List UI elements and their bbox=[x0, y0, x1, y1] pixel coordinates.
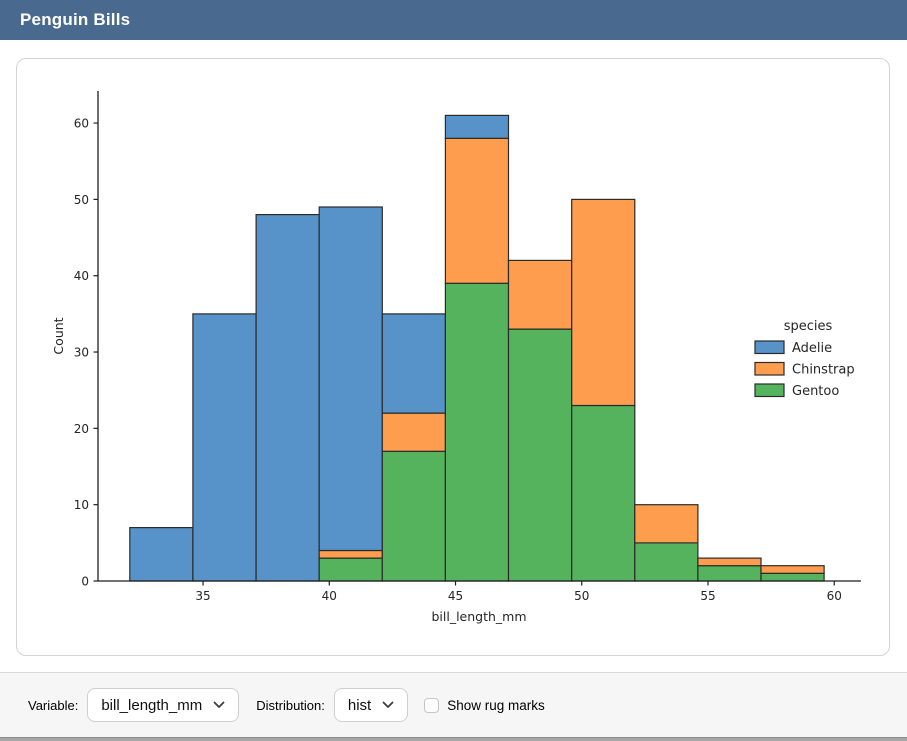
legend-swatch-adelie bbox=[754, 340, 785, 355]
histogram-bar-gentoo bbox=[697, 565, 762, 582]
histogram-bar-adelie bbox=[318, 206, 383, 552]
histogram-bar-gentoo bbox=[634, 542, 699, 582]
histogram-bar-gentoo bbox=[444, 282, 510, 582]
legend-swatch-chinstrap bbox=[754, 361, 785, 376]
y-tick-label: 20 bbox=[74, 422, 89, 436]
distribution-select-value: hist bbox=[347, 696, 372, 714]
y-tick-label: 0 bbox=[81, 575, 89, 589]
legend-label-adelie: Adelie bbox=[792, 341, 832, 356]
x-tick-label: 55 bbox=[700, 589, 715, 603]
distribution-label: Distribution: bbox=[256, 697, 325, 713]
histogram-bar-adelie bbox=[255, 214, 320, 582]
x-tick-label: 60 bbox=[827, 589, 842, 603]
histogram-bar-adelie bbox=[129, 527, 194, 582]
histogram-bar-adelie bbox=[192, 313, 257, 582]
histogram-bar-chinstrap bbox=[507, 259, 573, 330]
x-tick-label: 50 bbox=[574, 589, 589, 603]
histogram-bar-chinstrap bbox=[444, 137, 510, 284]
histogram-bar-chinstrap bbox=[318, 549, 383, 559]
y-tick-label: 50 bbox=[74, 193, 89, 207]
histogram-bar-gentoo bbox=[760, 572, 825, 582]
histogram-bar-chinstrap bbox=[697, 557, 762, 567]
y-tick-label: 60 bbox=[74, 117, 89, 131]
variable-select[interactable]: bill_length_mm bbox=[87, 688, 240, 722]
footer-toolbar: Variable: bill_length_mm Distribution: h… bbox=[0, 672, 907, 737]
x-tick-label: 35 bbox=[195, 589, 210, 603]
chevron-down-icon bbox=[213, 701, 225, 709]
y-tick-label: 40 bbox=[74, 269, 89, 283]
histogram-bar-adelie bbox=[444, 114, 510, 139]
legend-label-chinstrap: Chinstrap bbox=[792, 363, 855, 378]
rug-checkbox-label[interactable]: Show rug marks bbox=[447, 697, 545, 713]
window-bottom-edge bbox=[0, 737, 907, 741]
legend-title: species bbox=[784, 319, 833, 334]
x-axis-label: bill_length_mm bbox=[431, 609, 526, 624]
y-tick-label: 10 bbox=[74, 498, 89, 512]
chart-card: 35 40 45 50 55 60 0 10 20 30 40 50 60 bill_length_mm C… bbox=[16, 58, 890, 656]
page-title: Penguin Bills bbox=[20, 10, 131, 29]
chevron-down-icon bbox=[382, 701, 394, 709]
histogram-bar-gentoo bbox=[318, 557, 383, 582]
distribution-select[interactable]: hist bbox=[333, 688, 409, 722]
variable-select-value: bill_length_mm bbox=[101, 696, 203, 714]
histogram-svg: 35 40 45 50 55 60 0 10 20 30 40 50 60 bill_length_mm C… bbox=[51, 91, 861, 624]
histogram-bar-chinstrap bbox=[571, 198, 636, 407]
x-tick-label: 40 bbox=[322, 589, 337, 603]
legend-swatch-gentoo bbox=[754, 383, 785, 398]
histogram-bar-adelie bbox=[381, 313, 446, 414]
app-header: Penguin Bills bbox=[0, 0, 907, 40]
legend-label-gentoo: Gentoo bbox=[792, 384, 839, 399]
histogram-bar-chinstrap bbox=[381, 412, 446, 452]
histogram-bar-chinstrap bbox=[760, 565, 825, 574]
y-axis-label: Count bbox=[51, 317, 66, 354]
y-tick-label: 30 bbox=[74, 346, 89, 360]
histogram-bar-gentoo bbox=[381, 450, 446, 582]
histogram-bar-chinstrap bbox=[634, 504, 699, 544]
variable-label: Variable: bbox=[28, 697, 79, 713]
histogram-bar-gentoo bbox=[507, 328, 573, 582]
x-tick-label: 45 bbox=[448, 589, 463, 603]
rug-checkbox[interactable] bbox=[424, 697, 440, 713]
histogram-bar-gentoo bbox=[571, 404, 636, 582]
